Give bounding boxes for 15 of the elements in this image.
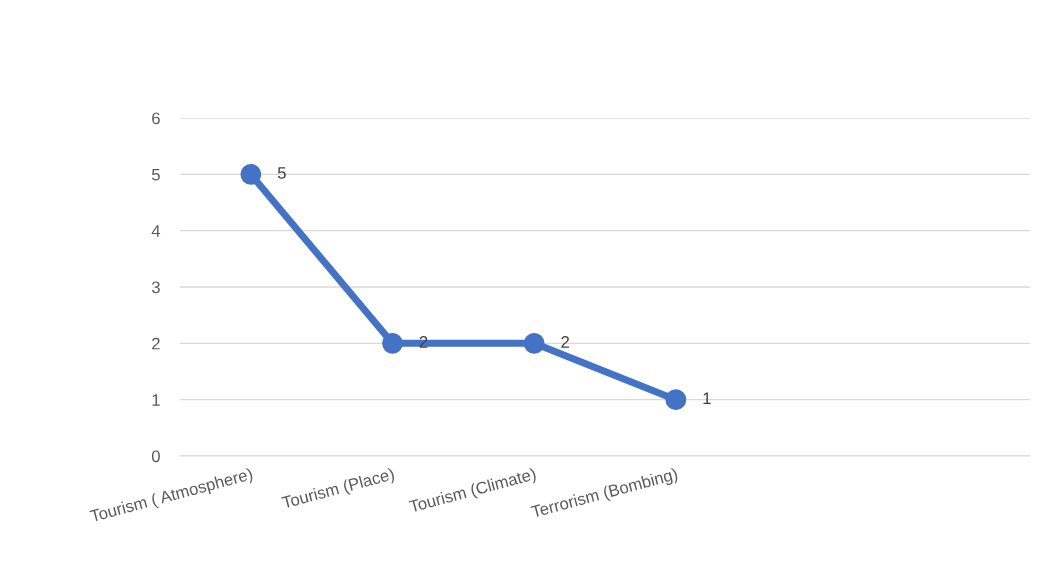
y-tick-label: 6 xyxy=(152,112,160,125)
y-tick-label: 0 xyxy=(151,450,160,463)
y-tick-label: 3 xyxy=(151,281,160,294)
point xyxy=(240,163,262,185)
data-label: 2 xyxy=(561,336,569,348)
point xyxy=(665,389,687,411)
x-tick-label: Tourism (Place) xyxy=(281,467,396,512)
y-tick-label: 1 xyxy=(152,394,160,406)
y-tick-label: 2 xyxy=(152,337,160,350)
data-label: 1 xyxy=(703,392,711,404)
point xyxy=(523,332,545,354)
point xyxy=(382,332,403,354)
y-tick-label: 5 xyxy=(151,168,160,181)
y-tick-label: 4 xyxy=(151,225,161,237)
data-label: 5 xyxy=(277,167,286,179)
